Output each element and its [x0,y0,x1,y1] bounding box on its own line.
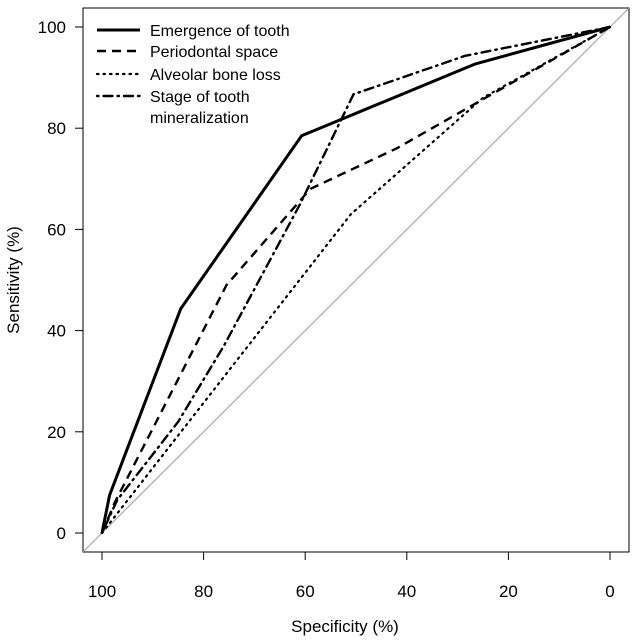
x-tick-label: 40 [397,582,416,601]
x-tick-label: 0 [605,582,614,601]
reference-diagonal-line [83,8,629,552]
legend-label-line: Emergence of tooth [150,23,290,40]
legend-label-line: mineralization [150,110,249,127]
legend-label-4: Stage of tooth mineralization [150,89,250,127]
y-tick-label: 40 [47,322,66,341]
x-tick-label: 20 [499,582,518,601]
series-line-4 [100,25,612,535]
x-tick-label: 100 [88,582,116,601]
legend-label-line: Alveolar bone loss [150,67,281,84]
x-tick-label: 80 [194,582,213,601]
legend-label-3: Alveolar bone loss [150,67,281,84]
y-axis-label: Sensitivity (%) [4,226,23,334]
legend-label-line: Stage of tooth [150,89,250,106]
legend-label-1: Emergence of tooth [150,23,290,40]
series-line-2 [100,25,611,534]
y-tick-label: 80 [47,119,66,138]
legend-label-line: Periodontal space [150,44,278,61]
y-tick-label: 20 [47,423,66,442]
legend: Emergence of tooth Periodontal space Alveo… [95,23,290,127]
y-tick-label: 60 [47,220,66,239]
y-tick-label: 0 [57,524,66,543]
series-layer [100,25,612,535]
x-tick-label: 60 [296,582,315,601]
y-tick-label: 100 [38,18,66,37]
series-line-3 [100,25,612,535]
y-axis: 0 20 40 60 80 100 [38,18,84,543]
x-axis: 100 80 60 40 20 0 [88,551,615,601]
x-axis-label: Specificity (%) [291,617,399,636]
legend-label-2: Periodontal space [150,44,278,61]
series-line-1 [100,25,611,534]
